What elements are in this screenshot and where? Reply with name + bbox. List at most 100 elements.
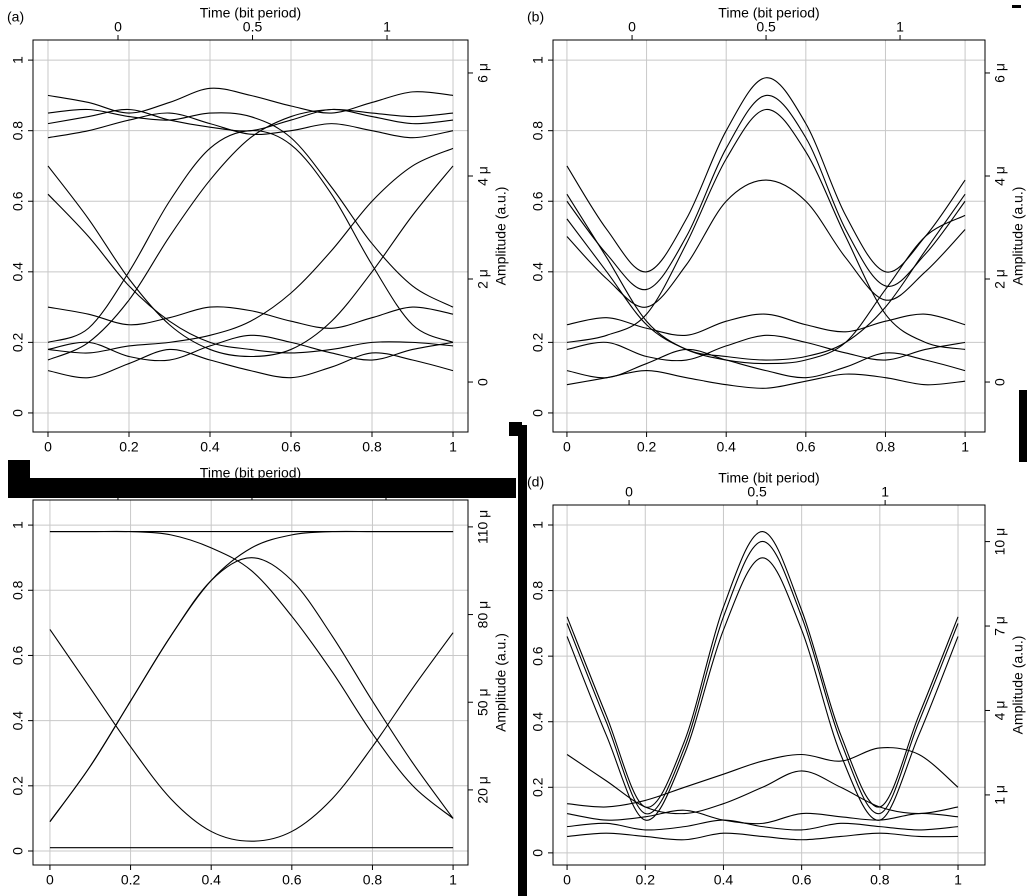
trace xyxy=(47,108,454,308)
trace xyxy=(566,754,959,815)
trace xyxy=(47,108,454,361)
y2-tick-label: 50 μ xyxy=(475,688,491,716)
plot-area xyxy=(33,500,468,865)
trace xyxy=(49,530,454,819)
trace xyxy=(47,334,454,362)
panel-label: (b) xyxy=(527,9,544,25)
trace xyxy=(566,94,966,291)
y-tick-label: 0.4 xyxy=(530,712,546,732)
plot-area xyxy=(553,505,985,865)
y-tick-label: 0.4 xyxy=(10,711,26,731)
panel-label: (d) xyxy=(527,474,544,490)
x-tick-label: 0.4 xyxy=(716,439,736,455)
x-tick-label: 1 xyxy=(954,872,962,888)
trace xyxy=(566,313,966,337)
y-tick-label: 1 xyxy=(530,521,546,529)
trace xyxy=(567,747,959,808)
y-tick-label: 1 xyxy=(530,56,546,64)
x-tick-label: 1 xyxy=(961,439,969,455)
x2-tick-label: 0 xyxy=(114,19,122,35)
plot-frame xyxy=(32,499,469,866)
plot-area xyxy=(33,40,468,432)
trace xyxy=(47,112,454,139)
y-tick-label: 0 xyxy=(530,849,546,857)
trace xyxy=(566,531,959,808)
x-tick-label: 0.6 xyxy=(792,872,812,888)
x-tick-label: 0.2 xyxy=(636,872,656,888)
y2-axis-title: Amplitude (a.u.) xyxy=(493,187,509,286)
y2-tick-label: 110 μ xyxy=(475,510,491,544)
trace xyxy=(566,809,959,825)
x-tick-label: 0 xyxy=(44,439,52,455)
y2-tick-label: 4 μ xyxy=(992,166,1008,186)
x-tick-label: 0.8 xyxy=(870,872,890,888)
x2-axis-title: Time (bit period) xyxy=(200,5,301,21)
trace xyxy=(47,130,454,343)
y-tick-label: 0.8 xyxy=(530,581,546,601)
trace xyxy=(49,530,454,822)
y-tick-label: 0.6 xyxy=(530,646,546,666)
plot-frame xyxy=(552,39,986,433)
trace xyxy=(47,306,454,329)
plot-area xyxy=(553,40,985,432)
x2-tick-label: 0.5 xyxy=(756,19,776,35)
trace xyxy=(566,214,966,365)
y-tick-label: 0.8 xyxy=(10,121,26,141)
x-tick-label: 0.6 xyxy=(796,439,816,455)
redaction-block xyxy=(1012,5,1021,8)
y2-tick-label: 10 μ xyxy=(992,528,1008,556)
trace xyxy=(566,334,966,362)
x-tick-label: 0.4 xyxy=(200,439,220,455)
redaction-block xyxy=(518,425,527,896)
x-tick-label: 0.4 xyxy=(714,872,734,888)
x2-tick-label: 1 xyxy=(383,19,391,35)
x-tick-label: 0.2 xyxy=(121,872,141,888)
y-tick-label: 0 xyxy=(530,409,546,417)
trace xyxy=(566,557,959,821)
y-tick-label: 0.4 xyxy=(530,262,546,282)
redaction-block xyxy=(509,422,522,436)
x-tick-label: 0.6 xyxy=(282,872,302,888)
trace xyxy=(47,348,454,379)
redaction-block xyxy=(8,460,30,498)
y-tick-label: 1 xyxy=(10,56,26,64)
trace xyxy=(566,77,966,273)
y-tick-label: 0.6 xyxy=(530,191,546,211)
x2-axis-title: Time (bit period) xyxy=(718,5,819,21)
y2-tick-label: 4 μ xyxy=(475,166,491,186)
x2-tick-label: 0 xyxy=(628,19,636,35)
y-tick-label: 0.2 xyxy=(10,776,26,796)
y-tick-label: 0.6 xyxy=(10,646,26,666)
y2-tick-label: 80 μ xyxy=(475,601,491,629)
redaction-block xyxy=(1019,390,1027,462)
trace xyxy=(47,87,454,114)
y-tick-label: 0.4 xyxy=(10,262,26,282)
x-tick-label: 0 xyxy=(563,439,571,455)
trace xyxy=(566,348,966,379)
trace xyxy=(566,179,966,308)
y2-tick-label: 6 μ xyxy=(992,63,1008,83)
trace xyxy=(47,147,454,354)
y-tick-label: 0.8 xyxy=(530,121,546,141)
plot-frame xyxy=(552,504,986,866)
y2-tick-label: 0 xyxy=(475,378,491,386)
y2-tick-label: 1 μ xyxy=(992,785,1008,805)
y2-tick-label: 4 μ xyxy=(992,701,1008,721)
y-tick-label: 0.2 xyxy=(10,332,26,352)
y2-tick-label: 2 μ xyxy=(475,269,491,289)
plot-frame xyxy=(32,39,469,433)
y-tick-label: 0.8 xyxy=(10,580,26,600)
y-tick-label: 0 xyxy=(10,847,26,855)
x2-tick-label: 0 xyxy=(625,484,633,500)
x-tick-label: 0 xyxy=(563,872,571,888)
y-tick-label: 0.2 xyxy=(530,332,546,352)
trace xyxy=(567,819,959,831)
y2-tick-label: 20 μ xyxy=(475,776,491,804)
trace xyxy=(566,193,966,361)
x-tick-label: 1 xyxy=(449,872,457,888)
trace xyxy=(47,165,454,358)
x2-tick-label: 1 xyxy=(881,484,889,500)
x-tick-label: 0.8 xyxy=(363,872,383,888)
x-tick-label: 0 xyxy=(46,872,54,888)
